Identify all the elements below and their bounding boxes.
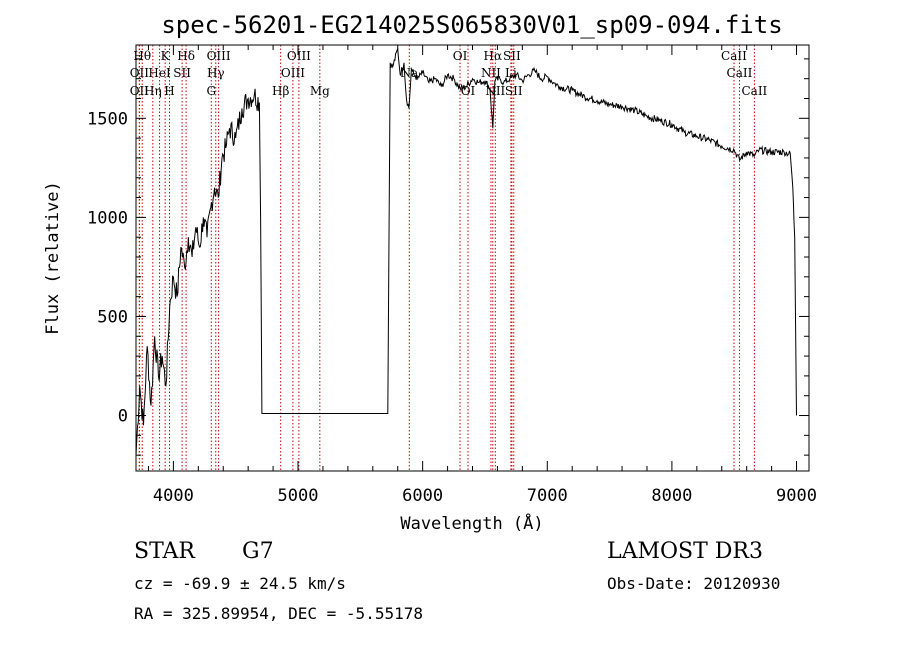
object-subclass: G7 [242,539,274,564]
y-tick-label: 1500 [87,109,128,129]
marker-label-23: SII [503,49,521,63]
obs-date: Obs-Date: 20120930 [607,574,780,593]
marker-label-7: SII [173,66,191,80]
survey-name: LAMOST DR3 [607,539,763,564]
x-tick-label: 6000 [402,486,443,506]
marker-label-8: Hδ [177,49,195,63]
object-class: STAR [134,539,196,564]
marker-label-27: CaII [741,84,767,98]
x-tick-label: 9000 [776,486,817,506]
marker-label-24: SII [505,84,523,98]
y-axis-label: Flux (relative) [43,181,63,335]
marker-label-9: G [206,84,216,98]
marker-label-6: H [164,84,174,98]
marker-label-22: Li [505,66,517,80]
emission-line-markers [138,45,755,471]
y-tick-label: 0 [118,407,128,427]
marker-label-19: NII [481,66,501,80]
spectrum-line [135,47,797,456]
marker-label-3: Hη [144,84,162,98]
x-axis-ticks: 4000 5000 6000 7000 8000 9000 [147,45,817,506]
marker-label-10: Hγ [207,66,225,80]
marker-label-5: K [161,49,171,63]
y-axis-ticks: 0 500 1000 1500 [87,58,809,456]
marker-label-17: OI [453,49,468,63]
x-tick-label: 4000 [153,486,194,506]
x-axis-label: Wavelength (Å) [400,512,543,534]
marker-label-26: CaII [727,66,753,80]
x-tick-label: 8000 [651,486,692,506]
x-tick-label: 5000 [278,486,319,506]
emission-line-labels: HθOIIOIIHηHeIKHSIIHδGHγOIIIHβOIIIOIIIMgN… [130,49,768,98]
marker-label-15: Mg [310,84,330,98]
marker-label-25: CaII [721,49,747,63]
marker-label-13: OIII [281,66,305,80]
marker-label-0: Hθ [133,49,151,63]
marker-label-4: HeI [148,66,171,80]
y-tick-label: 1000 [87,208,128,228]
y-tick-label: 500 [97,307,128,327]
marker-label-1: OII [130,66,150,80]
marker-label-2: OII [130,84,150,98]
coordinates: RA = 325.89954, DEC = -5.55178 [134,604,423,623]
marker-label-14: OIII [287,49,311,63]
marker-label-11: OIII [207,49,231,63]
marker-label-20: Hα [484,49,503,63]
plot-frame [135,44,810,472]
marker-label-18: OI [461,84,476,98]
redshift-text: cz = -69.9 ± 24.5 km/s [134,574,346,593]
x-tick-label: 7000 [527,486,568,506]
marker-label-12: Hβ [272,84,289,98]
chart-title: spec-56201-EG214025S065830V01_sp09-094.f… [161,11,782,39]
